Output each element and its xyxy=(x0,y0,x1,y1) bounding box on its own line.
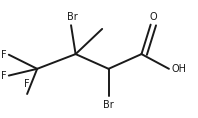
Text: OH: OH xyxy=(172,64,187,74)
Text: F: F xyxy=(1,50,7,60)
Text: F: F xyxy=(24,79,30,89)
Text: Br: Br xyxy=(68,12,78,22)
Text: Br: Br xyxy=(103,99,114,110)
Text: F: F xyxy=(1,71,7,81)
Text: O: O xyxy=(149,12,157,22)
